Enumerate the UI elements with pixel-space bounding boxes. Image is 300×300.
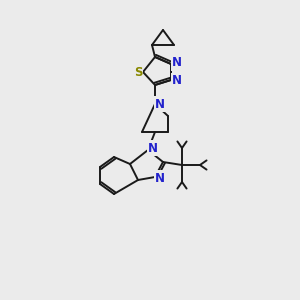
Text: N: N	[148, 142, 158, 154]
Text: N: N	[172, 74, 182, 88]
Text: N: N	[172, 56, 182, 70]
Text: S: S	[134, 65, 142, 79]
Text: N: N	[155, 98, 165, 110]
Text: N: N	[155, 172, 165, 184]
